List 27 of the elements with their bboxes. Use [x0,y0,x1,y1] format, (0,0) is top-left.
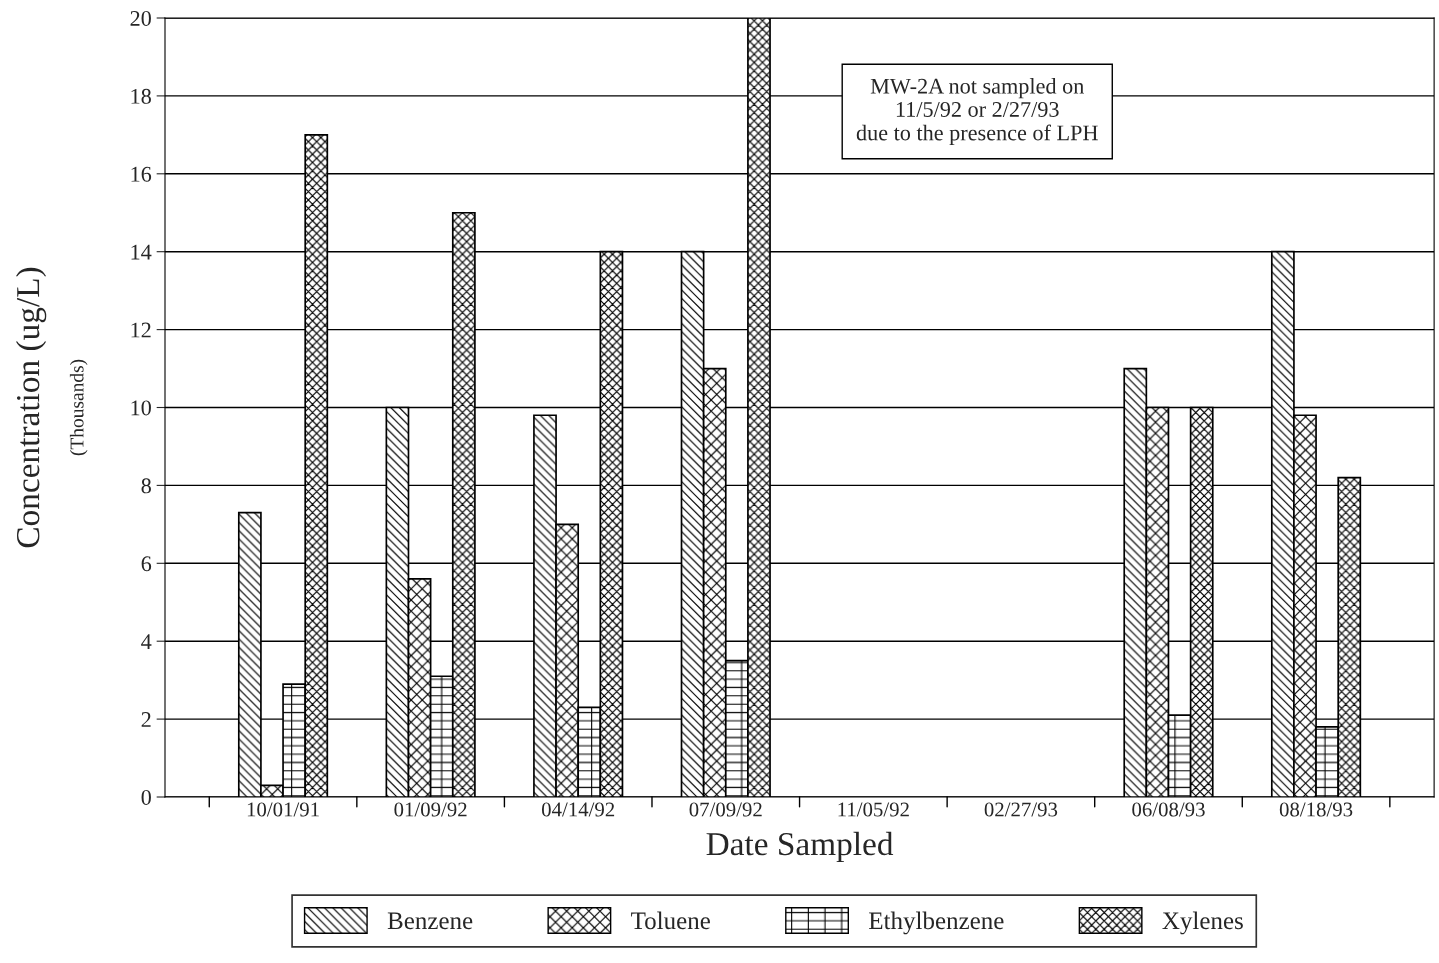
x-tick-label: 02/27/93 [984,802,1058,817]
y-tick-label: 0 [141,789,151,805]
x-tick-label: 08/18/93 [1279,802,1353,817]
y-tick-label: 2 [141,712,151,727]
legend-label: Benzene [387,912,473,930]
y-tick-label: 20 [130,10,151,26]
y-tick-label: 16 [131,166,152,182]
y-tick-label: 18 [131,88,151,104]
x-tick-label: 06/08/93 [1132,802,1205,817]
x-tick-label: 07/09/92 [689,802,762,817]
x-tick-label: 10/01/91 [247,802,319,817]
x-tick-label: 11/05/92 [838,802,909,817]
x-axis-title: Date Sampled [706,831,894,863]
x-tick-label: 01/09/92 [394,802,467,817]
legend-label: Toluene [631,911,710,930]
y-axis-title: Concentration (ug/L) [15,267,47,548]
y-tick-label: 10 [131,400,151,416]
text: (Thousands) [69,359,88,456]
y-tick-label: 12 [131,322,151,338]
legend-label: Ethylbenzene [869,911,1004,935]
y-tick-label: 6 [141,556,152,572]
legend-label: Xylenes [1162,911,1243,935]
annotation: MW-2A not sampled on 11/5/92 or 2/27/93 due to the presence of LPH [856,78,1098,145]
y-tick-label: 14 [131,244,152,260]
y-tick-label: 4 [141,634,152,649]
y-tick-label: 8 [141,478,151,494]
x-tick-label: 04/14/92 [541,802,615,817]
